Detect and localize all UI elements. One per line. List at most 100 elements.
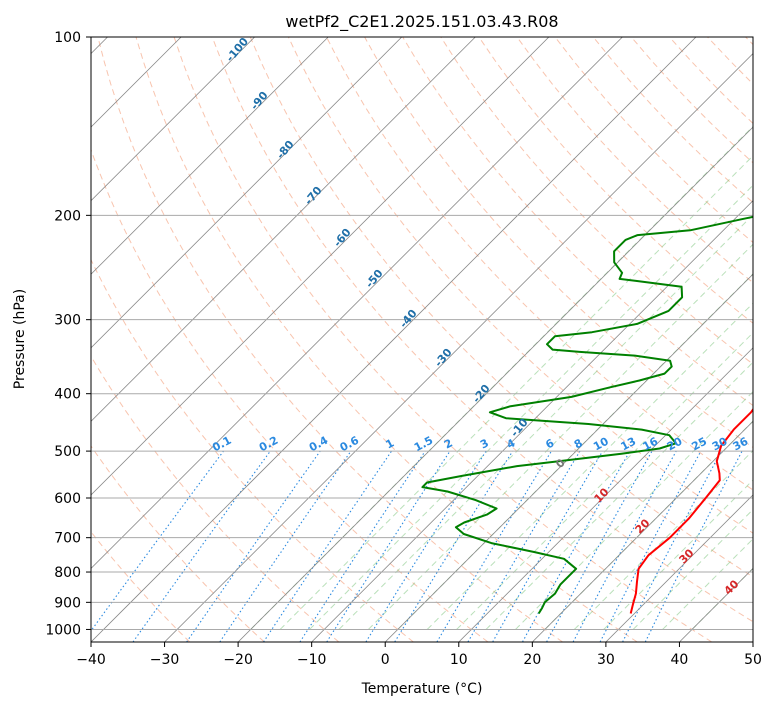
mixing-ratio-line — [186, 450, 321, 642]
x-axis: −40 −30 −20 −10 0 10 20 30 40 50 — [76, 642, 762, 668]
isotherm — [752, 641, 753, 642]
y-axis-label: Pressure (hPa) — [12, 289, 28, 389]
moist-adiabat — [632, 508, 753, 630]
y-tick-label: 500 — [54, 444, 81, 460]
isotherm — [605, 494, 753, 642]
isotherm — [91, 37, 329, 275]
dry-adiabat — [173, 37, 713, 642]
mixing-ratio-line — [132, 450, 271, 642]
series-group — [421, 215, 753, 615]
y-tick-label: 1000 — [45, 622, 81, 638]
dry-adiabat — [516, 37, 753, 284]
mixing-ratio-label: 20 — [665, 435, 685, 454]
mixing-ratio-label: 16 — [641, 435, 661, 454]
plot-frame — [90, 36, 754, 643]
mixing-ratio-label: 6 — [543, 436, 556, 451]
isotherm — [384, 273, 753, 642]
dry-adiabat — [440, 37, 753, 365]
dry-adiabat — [554, 37, 753, 244]
dry-adiabat — [91, 258, 414, 642]
dry-adiabat — [97, 37, 563, 642]
mixing-ratio-label: 36 — [731, 435, 751, 454]
moist-adiabat — [309, 184, 753, 630]
dry-adiabat — [745, 37, 753, 46]
x-tick-label: 20 — [523, 652, 541, 668]
dry-adiabat — [211, 37, 753, 623]
dry-adiabat — [249, 37, 753, 578]
adiabat-label: -30 — [432, 346, 455, 370]
adiabat-label: -40 — [397, 307, 420, 331]
isotherm — [679, 567, 753, 642]
isotherm — [91, 37, 403, 349]
mixing-ratio-line — [546, 450, 653, 642]
adiabat-label: -90 — [248, 89, 271, 113]
x-tick-label: −20 — [223, 652, 253, 668]
mixing-ratio-line — [644, 450, 743, 642]
isotherm — [91, 37, 623, 570]
moist-adiabat — [691, 567, 753, 630]
isotherm — [311, 200, 753, 642]
y-tick-label: 900 — [54, 595, 81, 611]
mixing-ratio-line — [326, 450, 451, 642]
mixing-ratio-label: 13 — [619, 435, 639, 454]
adiabat-label: -50 — [363, 267, 386, 291]
mixing-ratio-label: 2 — [442, 436, 455, 451]
isotherm — [532, 420, 753, 642]
x-tick-label: 40 — [671, 652, 689, 668]
mixing-ratio-line — [436, 450, 552, 642]
y-tick-label: 600 — [54, 491, 81, 507]
isopleth-labels: 0.1 0.2 0.4 0.6 1 1.5 2 3 4 6 8 10 13 16 20 25 30 36-100-… — [210, 37, 751, 598]
moist-adiabat-label: 20 — [633, 516, 653, 536]
mixing-ratio-line — [219, 450, 352, 642]
mixing-ratio-label: 30 — [710, 435, 730, 454]
dry-adiabat — [287, 37, 753, 534]
dry-adiabat — [135, 37, 638, 642]
x-tick-label: 0 — [381, 652, 390, 668]
y-tick-label: 100 — [54, 30, 81, 46]
y-tick-label: 800 — [54, 565, 81, 581]
isotherm — [164, 52, 753, 642]
x-tick-label: 10 — [450, 652, 468, 668]
moist-adiabat — [368, 243, 753, 630]
dewpoint-line — [421, 215, 753, 615]
mixing-ratio-line — [263, 450, 392, 642]
moist-adiabat — [662, 538, 753, 630]
dry-adiabat — [91, 148, 489, 642]
mixing-ratio-line — [299, 450, 426, 642]
moist-adiabat — [250, 125, 753, 630]
dry-adiabat — [326, 37, 753, 491]
x-tick-label: 30 — [597, 652, 615, 668]
adiabat-label: -80 — [274, 138, 297, 162]
isotherm — [237, 126, 753, 642]
x-tick-label: −30 — [150, 652, 180, 668]
chart-title: wetPf2_C2E1.2025.151.03.43.R08 — [285, 12, 558, 32]
moist-adiabat-label: 0 — [553, 456, 568, 471]
moist-adiabat — [456, 331, 753, 630]
x-tick-label: −10 — [297, 652, 327, 668]
y-tick-label: 200 — [54, 208, 81, 224]
x-tick-label: 50 — [744, 652, 762, 668]
mixing-ratio-line — [467, 450, 581, 642]
adiabat-label: -70 — [302, 184, 325, 208]
mixing-ratio-line — [91, 450, 224, 632]
dry-adiabat — [91, 445, 265, 642]
x-tick-label: −40 — [76, 652, 106, 668]
isotherm — [91, 37, 697, 642]
dry-adiabat — [91, 531, 191, 642]
x-axis-label: Temperature (°C) — [361, 681, 483, 697]
y-axis: 100 200 300 400 500 600 700 800 900 1000 — [45, 30, 91, 638]
moist-adiabat — [338, 214, 753, 630]
mixing-ratio-line — [599, 450, 702, 642]
mixing-ratio-line — [394, 450, 514, 642]
mixing-ratio-line — [572, 450, 677, 642]
moist-adiabat-label: 40 — [722, 577, 742, 597]
adiabat-label: -60 — [331, 226, 354, 250]
y-tick-label: 700 — [54, 531, 81, 547]
dry-adiabat — [91, 355, 340, 642]
moist-adiabat — [279, 155, 753, 630]
isotherm — [458, 347, 753, 642]
temperature-line — [629, 407, 753, 614]
y-tick-label: 300 — [54, 313, 81, 329]
moist-adiabat — [485, 361, 753, 630]
